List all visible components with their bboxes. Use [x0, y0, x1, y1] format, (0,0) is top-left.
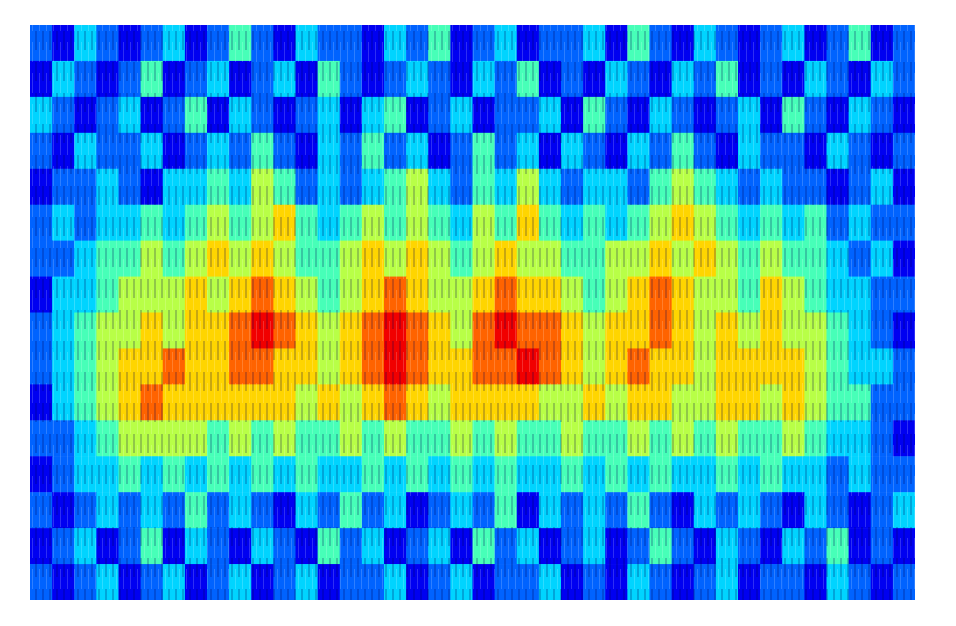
- chart: [0, 0, 956, 626]
- texture: [30, 25, 915, 600]
- background: [0, 0, 956, 626]
- heatmap-cells: [30, 25, 915, 600]
